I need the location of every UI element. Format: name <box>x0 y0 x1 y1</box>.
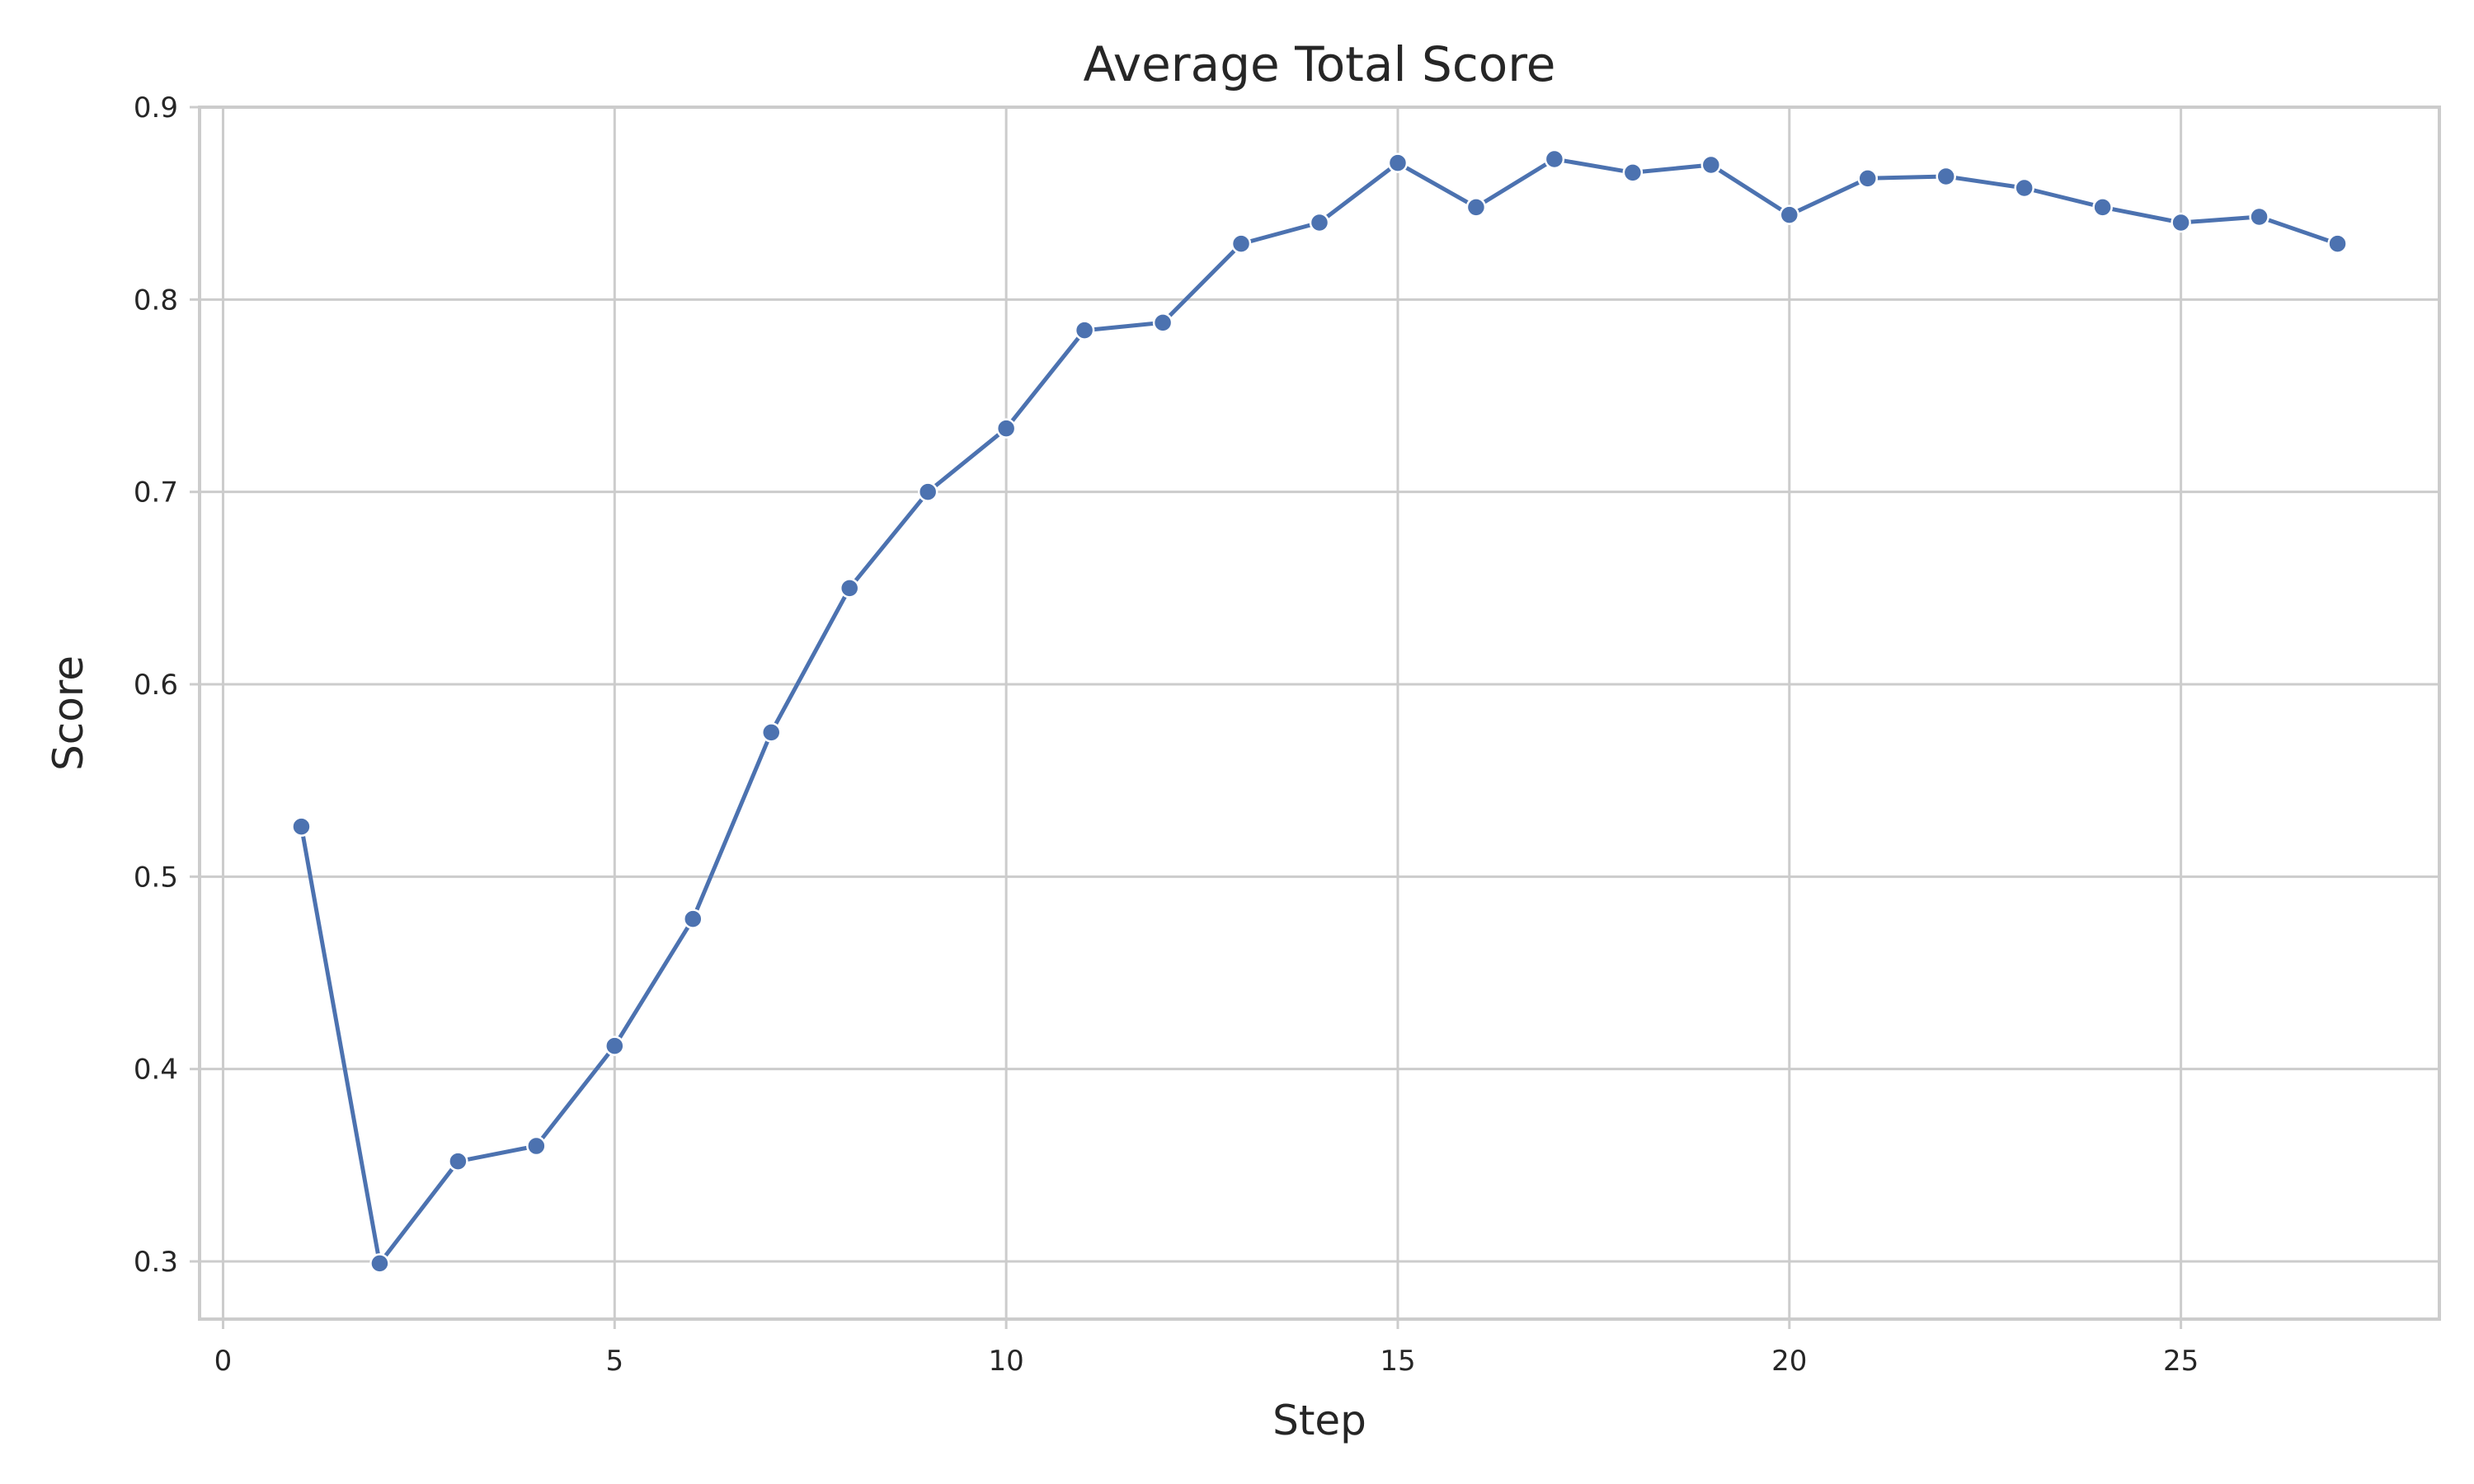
data-point <box>2249 206 2269 228</box>
data-point <box>1074 320 1095 340</box>
x-axis-label: Step <box>1272 1397 1366 1444</box>
data-point <box>526 1135 547 1157</box>
x-tick-labels: 0 5 10 15 20 25 <box>214 1319 2199 1378</box>
data-point <box>1622 162 1644 183</box>
data-point <box>2014 177 2034 199</box>
data-point <box>1935 166 1956 187</box>
x-tick-label: 5 <box>605 1345 623 1378</box>
data-point <box>604 1036 625 1056</box>
x-tick-label: 0 <box>214 1345 233 1378</box>
data-point <box>2327 233 2348 254</box>
series-line <box>299 157 2339 1266</box>
y-tick-label: 0.3 <box>134 1246 178 1279</box>
x-tick-label: 15 <box>1380 1345 1415 1378</box>
y-tick-label: 0.5 <box>134 861 178 894</box>
data-point <box>369 1253 390 1274</box>
plot-frame <box>198 106 2441 1321</box>
y-tick-labels: 0.3 0.4 0.5 0.6 0.7 0.8 0.9 <box>134 92 200 1279</box>
data-point <box>1465 197 1487 218</box>
data-point <box>448 1151 468 1172</box>
data-point <box>1544 148 1565 170</box>
series-layer <box>291 148 2348 1274</box>
x-tick-label: 10 <box>989 1345 1024 1378</box>
data-point <box>995 418 1017 439</box>
data-point <box>1857 168 1879 189</box>
data-point <box>1779 204 1800 225</box>
data-point <box>291 816 312 837</box>
x-tick-label: 20 <box>1771 1345 1807 1378</box>
data-point <box>917 481 938 502</box>
chart-title: Average Total Score <box>1084 36 1556 92</box>
y-axis-label: Score <box>45 655 92 771</box>
y-tick-label: 0.8 <box>134 284 178 317</box>
data-point <box>839 578 860 599</box>
data-point <box>1700 154 1722 176</box>
y-tick-label: 0.6 <box>134 669 178 702</box>
data-point <box>1152 312 1174 333</box>
data-point <box>2171 212 2191 233</box>
data-point <box>760 722 782 743</box>
x-tick-label: 25 <box>2163 1345 2199 1378</box>
y-tick-label: 0.9 <box>134 92 178 124</box>
data-point <box>683 909 703 929</box>
y-tick-label: 0.7 <box>134 477 178 510</box>
data-point <box>1230 233 1252 254</box>
data-point <box>2092 197 2113 218</box>
data-point <box>1309 212 1330 233</box>
y-tick-label: 0.4 <box>134 1054 178 1087</box>
data-point <box>1387 153 1409 173</box>
